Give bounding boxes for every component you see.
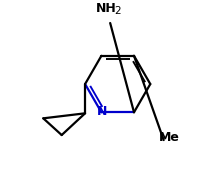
Text: NH: NH [96,3,116,16]
Text: N: N [97,105,107,118]
Text: Me: Me [159,131,180,144]
Text: 2: 2 [114,6,121,16]
